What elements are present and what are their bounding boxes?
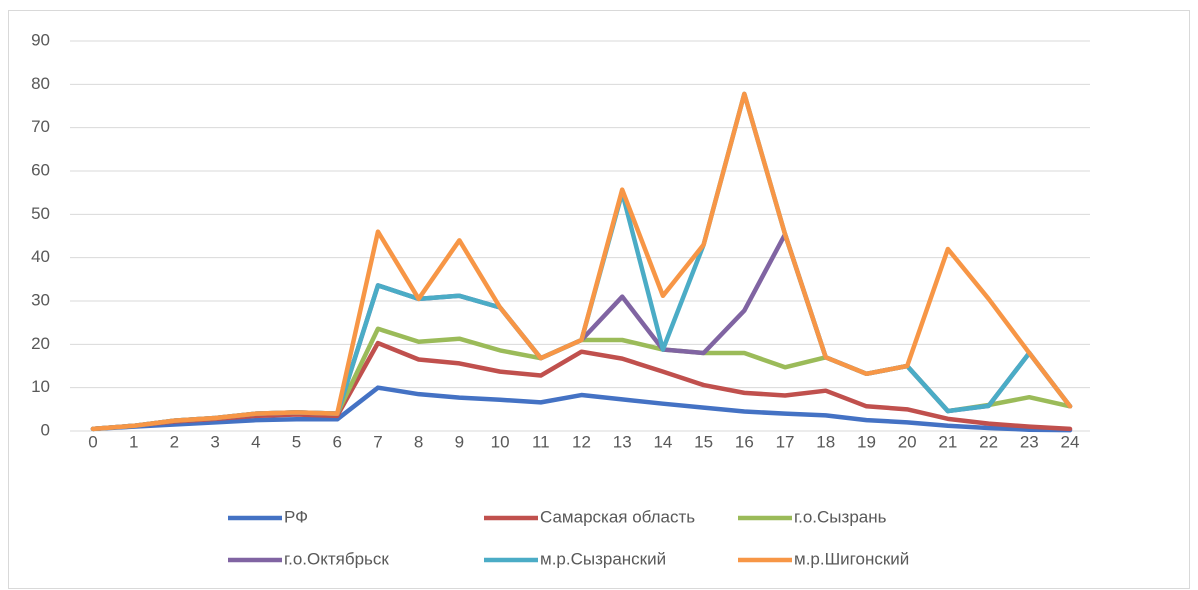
y-tick-label: 80: [31, 74, 50, 93]
x-tick-label: 22: [979, 432, 998, 451]
legend-label: РФ: [284, 507, 308, 526]
x-tick-label: 15: [694, 432, 713, 451]
legend-label: м.р.Шигонский: [794, 549, 909, 568]
x-tick-label: 1: [129, 432, 138, 451]
x-tick-label: 5: [292, 432, 301, 451]
y-tick-label: 20: [31, 334, 50, 353]
y-tick-label: 0: [41, 420, 50, 439]
x-tick-label: 17: [776, 432, 795, 451]
legend-label: г.о.Сызрань: [794, 507, 887, 526]
x-tick-label: 12: [572, 432, 591, 451]
x-tick-label: 16: [735, 432, 754, 451]
y-tick-label: 90: [31, 30, 50, 49]
x-tick-label: 13: [613, 432, 632, 451]
legend-label: Самарская область: [540, 507, 695, 526]
x-tick-label: 23: [1020, 432, 1039, 451]
x-tick-label: 14: [653, 432, 672, 451]
y-tick-label: 40: [31, 247, 50, 266]
x-tick-label: 7: [373, 432, 382, 451]
x-tick-label: 6: [333, 432, 342, 451]
x-tick-label: 24: [1061, 432, 1080, 451]
y-tick-label: 30: [31, 290, 50, 309]
x-tick-label: 4: [251, 432, 260, 451]
x-tick-label: 11: [532, 432, 550, 451]
y-tick-label: 60: [31, 160, 50, 179]
series-line: [90, 91, 1073, 432]
chart-border: [8, 10, 1190, 589]
x-tick-label: 8: [414, 432, 423, 451]
x-tick-label: 9: [455, 432, 464, 451]
x-tick-label: 19: [857, 432, 876, 451]
y-tick-label: 50: [31, 204, 50, 223]
x-tick-label: 3: [210, 432, 219, 451]
series-line: [90, 91, 1073, 432]
legend-label: г.о.Октябрьск: [284, 549, 389, 568]
x-tick-label: 20: [898, 432, 917, 451]
series-line: [90, 385, 1073, 433]
x-tick-label: 21: [938, 432, 957, 451]
y-tick-label: 70: [31, 117, 50, 136]
y-tick-label: 10: [31, 377, 50, 396]
x-tick-label: 0: [88, 432, 97, 451]
x-tick-label: 2: [170, 432, 179, 451]
x-tick-label: 10: [491, 432, 510, 451]
x-tick-label: 18: [816, 432, 835, 451]
legend-label: м.р.Сызранский: [540, 549, 666, 568]
